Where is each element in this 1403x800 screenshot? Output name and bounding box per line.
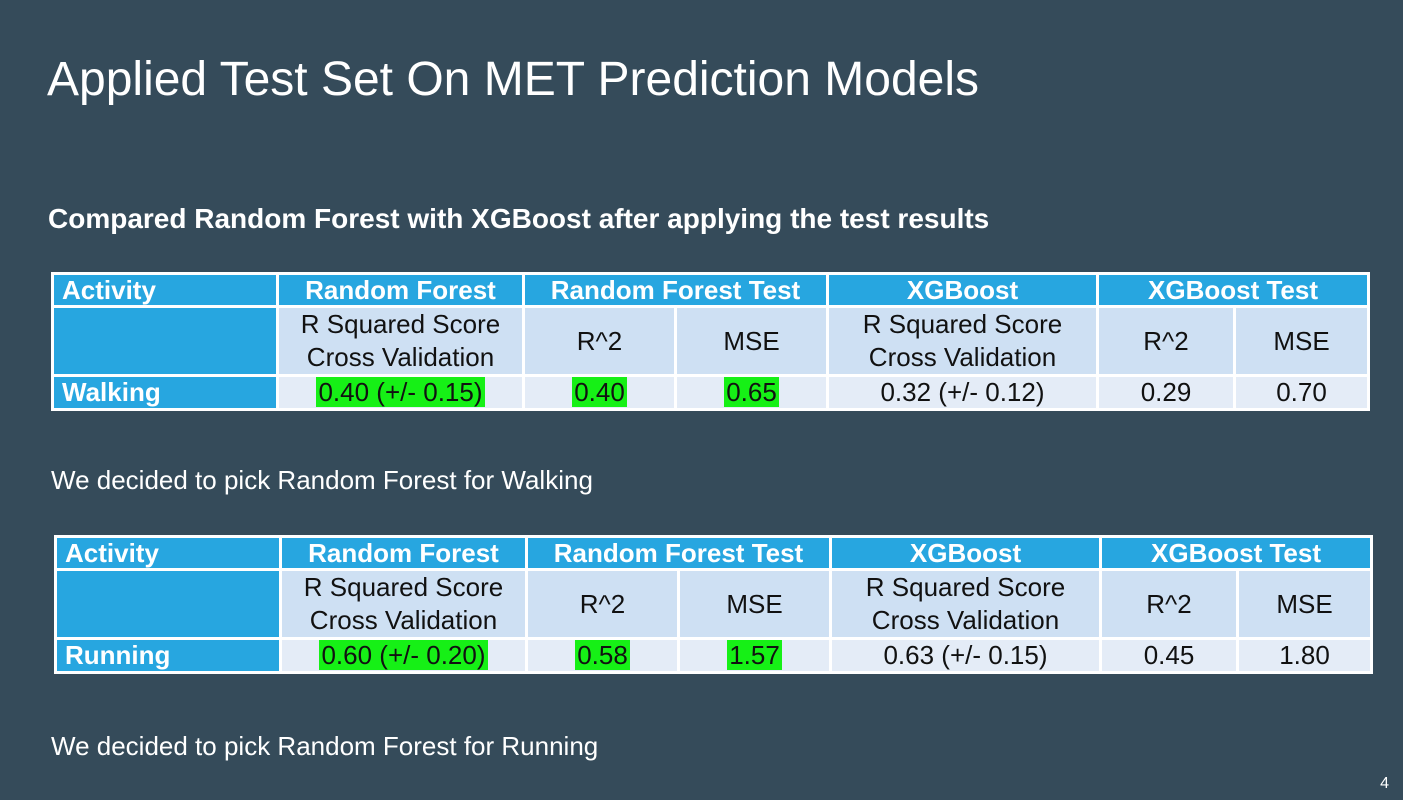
subheader-xgb-cv: R Squared Score Cross Validation	[829, 568, 1102, 640]
slide-subtitle: Compared Random Forest with XGBoost afte…	[48, 203, 990, 234]
subheader-rf-mse: MSE	[677, 568, 832, 640]
subheader-rf-r2: R^2	[522, 305, 677, 377]
subheader-xgb-cv-line1: R Squared Score	[862, 309, 1063, 340]
rf-test-mse-value: 1.57	[727, 640, 782, 670]
subheader-xgb-r2: R^2	[1099, 568, 1239, 640]
xgb-cv-cell: 0.63 (+/- 0.15)	[829, 637, 1102, 674]
table-header-row: Activity Random Forest Random Forest Tes…	[51, 272, 1371, 308]
subheader-rf-r2: R^2	[525, 568, 680, 640]
running-conclusion: We decided to pick Random Forest for Run…	[51, 731, 599, 761]
subheader-xgb-cv-line2: Cross Validation	[871, 605, 1060, 635]
subheader-rf-cv-line2: Cross Validation	[309, 605, 498, 635]
slide-title: Applied Test Set On MET Prediction Model…	[47, 53, 980, 106]
subheader-empty-cell	[54, 568, 282, 640]
subheader-rf-cv-line2: Cross Validation	[306, 342, 495, 372]
xgb-test-r2-cell: 0.45	[1099, 637, 1239, 674]
rf-test-r2-value: 0.40	[572, 377, 627, 407]
subheader-rf-cv-line1: R Squared Score	[303, 572, 504, 603]
table-subheader-row: R Squared Score Cross Validation R^2 MSE…	[54, 568, 1374, 640]
table-row-walking: Walking 0.40 (+/- 0.15) 0.40 0.65 0.32 (…	[51, 374, 1371, 411]
walking-results-table: Activity Random Forest Random Forest Tes…	[51, 272, 1371, 411]
subheader-rf-mse: MSE	[674, 305, 829, 377]
header-random-forest: Random Forest	[279, 535, 528, 571]
header-xgboost-test: XGBoost Test	[1098, 535, 1374, 571]
header-xgboost: XGBoost	[826, 272, 1099, 308]
rf-test-r2-value: 0.58	[575, 640, 630, 670]
xgb-cv-cell: 0.32 (+/- 0.12)	[826, 374, 1099, 411]
rf-cv-value: 0.60 (+/- 0.20)	[319, 640, 488, 670]
xgb-test-mse-cell: 0.70	[1232, 374, 1371, 411]
activity-cell: Running	[54, 637, 282, 674]
rf-cv-value: 0.40 (+/- 0.15)	[316, 377, 485, 407]
header-random-forest-test: Random Forest Test	[525, 535, 832, 571]
rf-test-mse-cell: 1.57	[677, 637, 832, 674]
rf-test-mse-value: 0.65	[724, 377, 779, 407]
walking-conclusion: We decided to pick Random Forest for Wal…	[51, 465, 593, 495]
subheader-xgb-r2: R^2	[1096, 305, 1236, 377]
rf-cv-cell: 0.60 (+/- 0.20)	[279, 637, 528, 674]
subheader-rf-cv-line1: R Squared Score	[300, 309, 501, 340]
subheader-empty-cell	[51, 305, 279, 377]
table-subheader-row: R Squared Score Cross Validation R^2 MSE…	[51, 305, 1371, 377]
header-random-forest: Random Forest	[276, 272, 525, 308]
subheader-xgb-cv: R Squared Score Cross Validation	[826, 305, 1099, 377]
xgb-test-mse-cell: 1.80	[1235, 637, 1374, 674]
subheader-xgb-cv-line2: Cross Validation	[868, 342, 1057, 372]
rf-test-mse-cell: 0.65	[674, 374, 829, 411]
rf-test-r2-cell: 0.40	[522, 374, 677, 411]
subheader-rf-cv: R Squared Score Cross Validation	[279, 568, 528, 640]
header-xgboost-test: XGBoost Test	[1095, 272, 1371, 308]
activity-cell: Walking	[51, 374, 279, 411]
rf-test-r2-cell: 0.58	[525, 637, 680, 674]
subheader-xgb-mse: MSE	[1235, 568, 1374, 640]
rf-cv-cell: 0.40 (+/- 0.15)	[276, 374, 525, 411]
xgb-test-r2-cell: 0.29	[1096, 374, 1236, 411]
header-random-forest-test: Random Forest Test	[522, 272, 829, 308]
page-number: 4	[1380, 775, 1389, 792]
header-activity: Activity	[51, 272, 279, 308]
table-row-running: Running 0.60 (+/- 0.20) 0.58 1.57 0.63 (…	[54, 637, 1374, 674]
header-activity: Activity	[54, 535, 282, 571]
table-header-row: Activity Random Forest Random Forest Tes…	[54, 535, 1374, 571]
running-results-table: Activity Random Forest Random Forest Tes…	[54, 535, 1374, 674]
subheader-xgb-mse: MSE	[1232, 305, 1371, 377]
header-xgboost: XGBoost	[829, 535, 1102, 571]
subheader-rf-cv: R Squared Score Cross Validation	[276, 305, 525, 377]
subheader-xgb-cv-line1: R Squared Score	[865, 572, 1066, 603]
